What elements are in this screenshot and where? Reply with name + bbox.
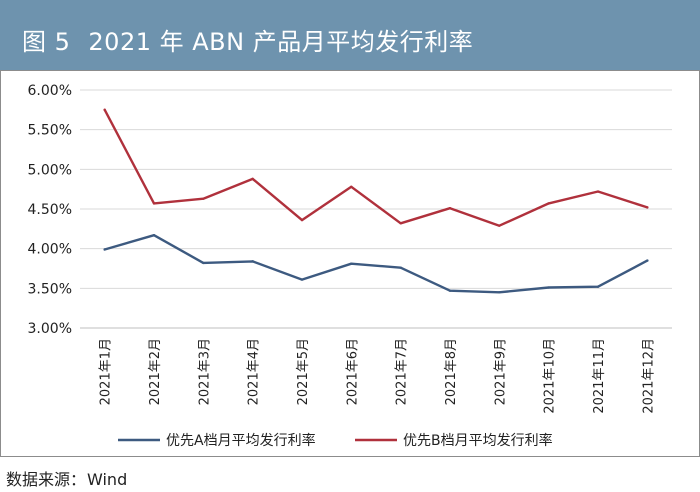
legend-label: 优先A档月平均发行利率 [166, 432, 316, 449]
data-point [251, 177, 254, 181]
y-tick-label: 3.00% [28, 321, 72, 337]
data-point [596, 285, 600, 288]
x-tick-label: 2021年4月 [247, 338, 262, 405]
y-tick-label: 6.00% [28, 83, 72, 99]
data-source-value: Wind [87, 470, 128, 489]
data-point [202, 197, 205, 200]
data-point [498, 291, 501, 294]
data-source: 数据来源：Wind [6, 466, 127, 490]
x-tick-label: 2021年11月 [592, 338, 607, 414]
x-tick-label: 2021年2月 [148, 338, 163, 405]
legend-label: 优先B档月平均发行利率 [403, 432, 553, 449]
data-point [350, 185, 353, 188]
x-tick-label: 2021年8月 [444, 338, 459, 405]
series-line-1 [103, 233, 649, 294]
figure-number: 图 5 [22, 28, 71, 56]
data-point [300, 218, 304, 222]
data-point [596, 190, 600, 193]
x-axis-tick-labels: 2021年1月 2021年2月 2021年3月 2021年4月 2021年5月 2021年… [99, 338, 657, 414]
x-tick-label: 2021年3月 [197, 338, 212, 405]
x-tick-label: 2021年12月 [641, 338, 656, 414]
data-point [498, 224, 501, 227]
y-tick-label: 5.50% [28, 123, 72, 139]
y-axis-tick-labels: 6.00% 5.50% 5.00% 4.50% 4.00% 3.50% 3.00% [28, 83, 72, 337]
y-tick-label: 3.50% [28, 281, 72, 297]
x-tick-label: 2021年10月 [543, 338, 558, 414]
data-point [547, 202, 550, 205]
data-point [152, 202, 156, 205]
y-tick-label: 4.00% [28, 242, 72, 258]
data-point [350, 262, 353, 265]
data-point [646, 259, 649, 262]
data-point [547, 286, 550, 289]
chart-title: 2021 年 ABN 产品月平均发行利率 [88, 28, 474, 56]
x-tick-label: 2021年9月 [493, 338, 508, 405]
data-point [103, 108, 106, 112]
data-point [202, 261, 205, 265]
data-point [152, 233, 156, 237]
x-tick-label: 2021年1月 [99, 338, 114, 405]
x-tick-label: 2021年6月 [345, 338, 360, 405]
data-source-label: 数据来源： [6, 470, 87, 489]
x-tick-label: 2021年7月 [395, 338, 410, 405]
series-lines [103, 108, 649, 294]
data-point [300, 278, 304, 281]
figure-title: 图 5 2021 年 ABN 产品月平均发行利率 [22, 22, 473, 57]
y-tick-label: 5.00% [28, 162, 72, 178]
data-point [399, 266, 402, 269]
gridlines [80, 89, 672, 329]
legend: 优先A档月平均发行利率 优先B档月平均发行利率 [118, 432, 553, 449]
data-point [448, 289, 452, 292]
data-point [448, 207, 452, 210]
data-point [646, 206, 649, 209]
series-line-2 [103, 108, 649, 227]
x-tick-label: 2021年5月 [296, 338, 311, 405]
y-tick-label: 4.50% [28, 202, 72, 218]
data-point [399, 222, 402, 225]
data-point [103, 248, 106, 251]
line-chart: 6.00% 5.50% 5.00% 4.50% 4.00% 3.50% 3.00% 2021… [28, 83, 672, 449]
data-point [251, 260, 254, 263]
figure-header: 图 5 2021 年 ABN 产品月平均发行利率 [0, 0, 700, 70]
